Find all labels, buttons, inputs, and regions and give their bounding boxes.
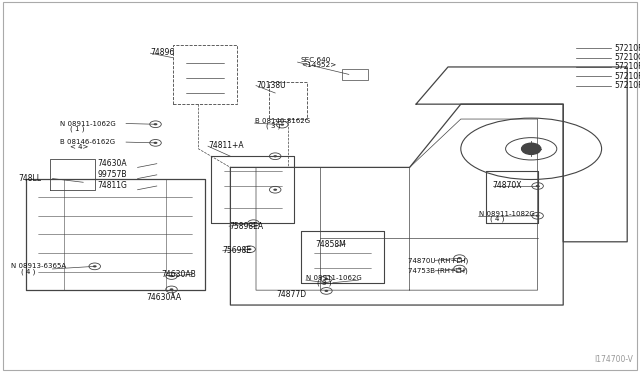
Text: ( 1 ): ( 1 ) [70,125,85,132]
Text: 75698E: 75698E [223,246,252,255]
Circle shape [273,155,277,157]
Bar [173,45,237,104]
Text: 74877D: 74877D [276,290,307,299]
Text: 57210R: 57210R [614,62,640,71]
Circle shape [458,257,461,259]
Circle shape [324,278,328,280]
Circle shape [536,185,540,187]
Circle shape [154,142,157,144]
Circle shape [458,267,461,270]
Text: ( 3 ): ( 3 ) [266,122,281,129]
Text: 74630A: 74630A [97,159,127,168]
Circle shape [324,290,328,292]
Circle shape [273,189,277,191]
Text: <14952>: <14952> [301,62,336,68]
Text: 57210R: 57210R [614,72,640,81]
Text: N 08911-1062G: N 08911-1062G [60,121,115,126]
Text: N 08911-1062G: N 08911-1062G [306,275,362,280]
Text: 74753B (RH+LH): 74753B (RH+LH) [408,267,468,274]
Text: ( 4 ): ( 4 ) [490,216,504,222]
Text: I174700-V: I174700-V [595,355,634,364]
Text: ( 3 ): ( 3 ) [317,279,332,286]
Circle shape [248,248,252,250]
Circle shape [280,124,284,126]
Text: 74811+A: 74811+A [208,141,244,150]
Text: 57210R: 57210R [614,81,640,90]
Text: 748LL: 748LL [18,174,41,183]
Circle shape [93,265,97,267]
Circle shape [536,215,540,217]
Text: N 08913-6365A: N 08913-6365A [11,263,66,269]
Circle shape [252,222,255,224]
Text: 57210Q: 57210Q [614,53,640,62]
Text: N 08911-1082G: N 08911-1082G [479,211,534,217]
Circle shape [154,123,157,125]
Circle shape [170,275,173,277]
Bar [342,69,368,80]
Text: 70138U: 70138U [256,81,285,90]
Circle shape [522,143,541,154]
Text: < 4>: < 4> [70,144,89,150]
Text: 75898EA: 75898EA [229,222,263,231]
Text: 74870U (RH+LH): 74870U (RH+LH) [408,257,468,264]
Text: 74630AA: 74630AA [146,293,181,302]
Text: B 08146-6162G: B 08146-6162G [60,139,115,145]
Text: 99757B: 99757B [97,170,127,179]
Text: 57210R: 57210R [614,44,640,53]
Text: 74858M: 74858M [315,240,346,248]
Circle shape [170,288,173,291]
Text: B 08146-8162G: B 08146-8162G [255,118,310,124]
Text: 74811G: 74811G [97,182,127,190]
Text: 74630AB: 74630AB [161,270,196,279]
Text: ( 4 ): ( 4 ) [21,268,35,275]
Bar [269,82,307,119]
Text: SEC.640: SEC.640 [301,57,331,62]
Text: 74870X: 74870X [493,182,522,190]
Text: 74896: 74896 [150,48,175,57]
